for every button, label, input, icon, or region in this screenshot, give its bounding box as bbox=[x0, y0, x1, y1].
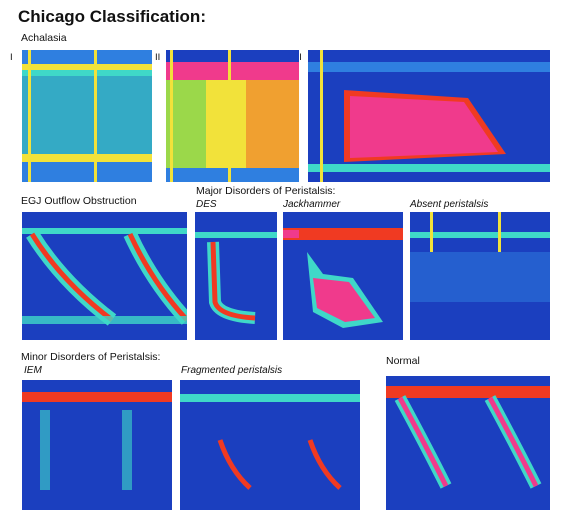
label-type-1: I bbox=[10, 52, 13, 63]
plot-achalasia-type-3 bbox=[308, 50, 550, 182]
plot-achalasia-type-1 bbox=[22, 50, 152, 182]
page-title: Chicago Classification: bbox=[18, 7, 206, 26]
label-type-2: II bbox=[155, 52, 161, 63]
plot-egj-outflow-obstruction bbox=[22, 212, 187, 340]
section-normal: Normal bbox=[386, 355, 420, 367]
label-jackhammer: Jackhammer bbox=[283, 199, 341, 210]
plot-fragmented-peristalsis bbox=[180, 380, 360, 510]
label-fragmented-peristalsis: Fragmented peristalsis bbox=[181, 365, 283, 376]
label-iem: IEM bbox=[24, 365, 42, 376]
plot-normal bbox=[386, 376, 550, 510]
section-egj-outflow: EGJ Outflow Obstruction bbox=[21, 195, 137, 207]
plot-achalasia-type-2 bbox=[166, 50, 299, 182]
label-absent-peristalsis: Absent peristalsis bbox=[410, 199, 489, 210]
label-des: DES bbox=[196, 199, 217, 210]
plot-jackhammer bbox=[283, 212, 403, 340]
plot-iem bbox=[22, 380, 172, 510]
plot-des bbox=[195, 212, 277, 340]
section-major-disorders: Major Disorders of Peristalsis: bbox=[196, 185, 336, 197]
section-achalasia: Achalasia bbox=[21, 32, 67, 44]
plot-absent-peristalsis bbox=[410, 212, 550, 340]
section-minor-disorders: Minor Disorders of Peristalsis: bbox=[21, 351, 161, 363]
